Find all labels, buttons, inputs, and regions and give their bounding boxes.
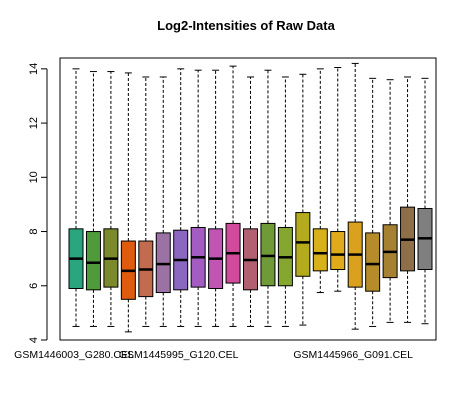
y-tick-label: 4 bbox=[28, 337, 40, 343]
y-tick-label: 10 bbox=[28, 171, 40, 183]
y-tick-label: 8 bbox=[28, 228, 40, 234]
y-tick-label: 14 bbox=[28, 63, 40, 75]
box bbox=[260, 222, 276, 287]
box bbox=[312, 228, 328, 272]
box bbox=[330, 231, 346, 271]
y-axis: 4 6 8 10 12 14 bbox=[28, 63, 48, 343]
boxes-group bbox=[68, 62, 433, 333]
y-tick-label: 12 bbox=[28, 117, 40, 129]
plot-frame bbox=[59, 57, 437, 341]
box bbox=[365, 232, 381, 292]
x-category-label: GSM1446003_G280.CEL bbox=[14, 349, 134, 361]
plot-border bbox=[59, 57, 437, 341]
box bbox=[155, 232, 171, 294]
x-category-label: GSM1445995_G120.CEL bbox=[119, 349, 239, 361]
box bbox=[85, 231, 101, 291]
chart-title: Log2-Intensities of Raw Data bbox=[157, 18, 335, 33]
x-category-label: GSM1445966_G091.CEL bbox=[293, 349, 413, 361]
y-tick-label: 6 bbox=[28, 283, 40, 289]
box bbox=[295, 212, 311, 277]
